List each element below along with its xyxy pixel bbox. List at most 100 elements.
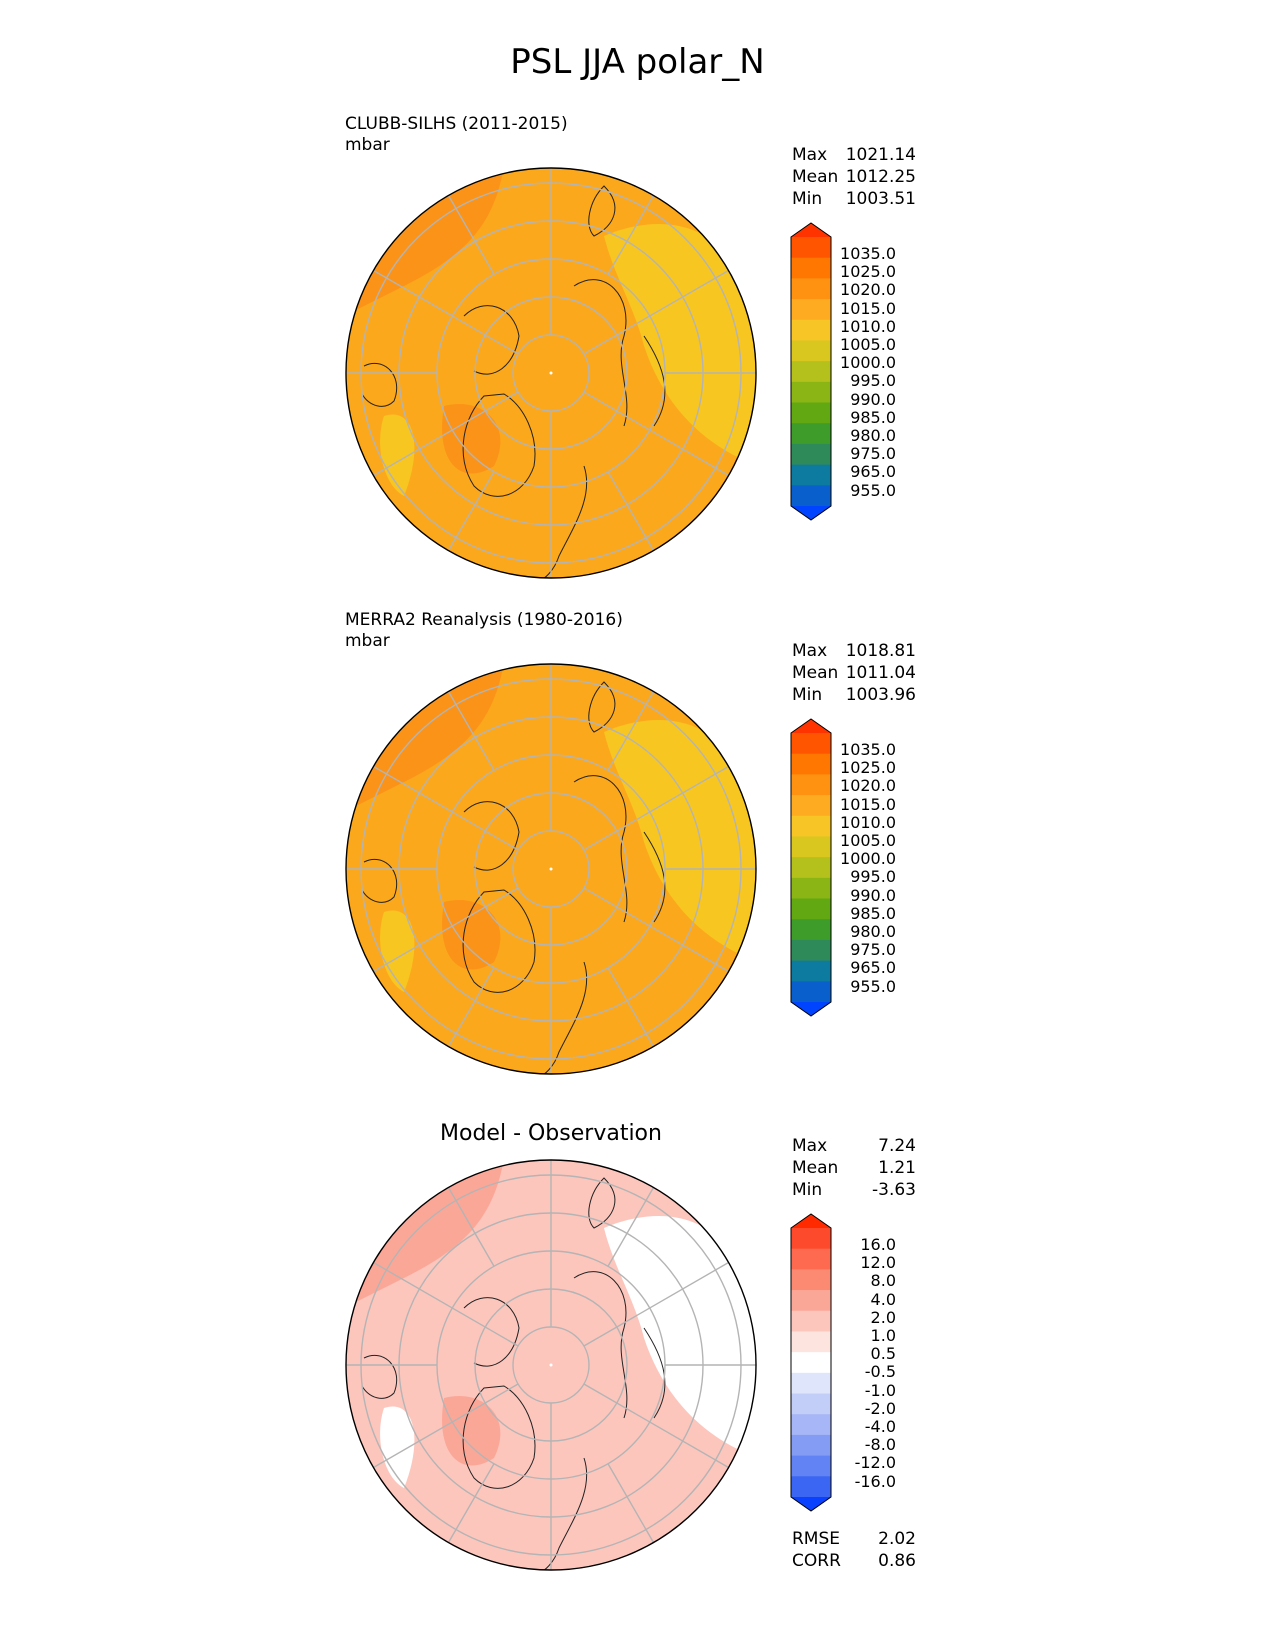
coastlines <box>361 1177 666 1570</box>
panel-title: Model - Observation <box>440 1121 662 1146</box>
colorbar-swatch <box>791 733 831 755</box>
colorbar-tick-label: -8.0 <box>864 1435 896 1455</box>
colorbar-tick-label: 1005.0 <box>840 335 896 354</box>
graticule <box>346 664 756 1074</box>
colorbar-tick-label: 1015.0 <box>840 794 896 814</box>
colorbar-swatch <box>791 299 831 321</box>
field-patch-high <box>442 900 501 970</box>
colorbar-swatch <box>791 774 831 796</box>
colorbar-tick-label: 1025.0 <box>840 758 896 778</box>
colorbar-tick-label: 8.0 <box>870 1271 896 1291</box>
rmse-corr-box: RMSE 2.02 CORR 0.86 <box>792 1528 916 1572</box>
stat-mean-label: Mean <box>792 663 839 683</box>
polar-map-difference <box>345 1159 757 1571</box>
colorbar-swatch <box>791 857 831 879</box>
rmse-value: 2.02 <box>878 1529 916 1549</box>
colorbar-swatch <box>791 443 831 466</box>
stat-min-label: Min <box>792 685 823 705</box>
colorbar-tick-label: -12.0 <box>854 1453 896 1473</box>
colorbar-swatch <box>791 877 831 900</box>
colorbar-tick-label: 0.5 <box>870 1344 896 1364</box>
colorbar-tick-label: 1010.0 <box>840 812 896 832</box>
stat-mean-value: 1012.25 <box>845 167 916 187</box>
colorbar-tick-label: 990.0 <box>850 389 896 409</box>
north-pole-marker <box>549 371 553 375</box>
stats-box: Max 7.24 Mean 1.21 Min -3.63 <box>792 1135 916 1201</box>
colorbar-swatch <box>791 815 831 838</box>
colorbar-tick-label: 1035.0 <box>840 740 896 759</box>
colorbar-swatch <box>791 1352 831 1374</box>
colorbar-swatch <box>791 381 831 404</box>
colorbar-test <box>790 222 832 521</box>
panel-title: MERRA2 Reanalysis (1980-2016) <box>345 610 623 630</box>
stat-max-label: Max <box>792 641 828 661</box>
panel-units: mbar <box>345 135 390 155</box>
colorbar-swatch <box>791 1476 831 1498</box>
north-pole-marker <box>549 1363 553 1367</box>
colorbar-swatch <box>791 1455 831 1477</box>
colorbar-swatch <box>791 1269 831 1291</box>
colorbar-swatch <box>791 237 831 259</box>
colorbar-swatch <box>791 919 831 941</box>
colorbar-swatch <box>791 1434 831 1457</box>
colorbar-tick-label: 1.0 <box>870 1326 896 1345</box>
field-patch-low <box>380 1406 415 1488</box>
colorbar-tick-label: 1015.0 <box>840 298 896 318</box>
stat-mean-value: 1.21 <box>878 1158 916 1178</box>
colorbar-swatch <box>791 464 831 486</box>
stat-max-label: Max <box>792 145 828 165</box>
colorbar-tick-label: 965.0 <box>850 462 896 482</box>
coastlines <box>361 681 666 1074</box>
colorbar-tick-label: 955.0 <box>850 480 896 500</box>
stat-max-label: Max <box>792 1136 828 1156</box>
colorbar-swatch <box>791 506 831 520</box>
colorbar-tick-label: 995.0 <box>850 371 896 391</box>
colorbar-tick-label: 985.0 <box>850 903 896 923</box>
stats-box: Max 1018.81 Mean 1011.04 Min 1003.96 <box>792 640 916 706</box>
field-patch-high <box>442 404 501 474</box>
colorbar-swatch <box>791 402 831 424</box>
colorbar-outline <box>790 222 832 521</box>
graticule <box>346 1160 756 1570</box>
colorbar-swatch <box>791 1393 831 1415</box>
colorbar-reference <box>790 718 832 1017</box>
corr-label: CORR <box>792 1551 841 1571</box>
figure-title: PSL JJA polar_N <box>510 42 765 82</box>
colorbar-tick-label: 980.0 <box>850 426 896 445</box>
colorbar-swatch <box>791 257 831 279</box>
colorbar-swatch <box>791 1310 831 1333</box>
stat-min-value: 1003.96 <box>845 685 916 705</box>
colorbar-difference <box>790 1213 832 1512</box>
stat-min-label: Min <box>792 189 823 209</box>
colorbar-swatch <box>791 1248 831 1270</box>
stat-max-value: 1018.81 <box>845 641 916 661</box>
colorbar-tick-label: -4.0 <box>864 1417 896 1436</box>
colorbar-tick-label: 955.0 <box>850 976 896 996</box>
colorbar-swatch <box>791 1290 831 1312</box>
stat-mean-label: Mean <box>792 167 839 187</box>
polar-map-test <box>345 167 757 579</box>
colorbar-tick-label: 975.0 <box>850 940 896 960</box>
map-boundary <box>345 1159 757 1571</box>
corr-value: 0.86 <box>878 1551 916 1571</box>
colorbar-tick-label: 1000.0 <box>840 353 896 373</box>
colorbar-swatch <box>791 981 831 1003</box>
colorbar-tick-label: -2.0 <box>864 1398 896 1418</box>
colorbar-tick-label: 965.0 <box>850 958 896 978</box>
stat-min-value: -3.63 <box>872 1180 916 1200</box>
north-pole-marker <box>549 867 553 871</box>
colorbar-tick-label: 1005.0 <box>840 831 896 850</box>
colorbar-tick-label: 995.0 <box>850 867 896 887</box>
colorbar-tick-label: 12.0 <box>860 1253 896 1273</box>
panel-title: CLUBB-SILHS (2011-2015) <box>345 114 568 134</box>
colorbar-tick-label: 975.0 <box>850 444 896 464</box>
colorbar-tick-label: 1035.0 <box>840 244 896 263</box>
colorbar-swatch <box>791 1228 831 1250</box>
colorbar-swatch <box>791 795 831 817</box>
stat-max-value: 1021.14 <box>845 145 916 165</box>
stat-mean-label: Mean <box>792 1158 839 1178</box>
stat-mean-value: 1011.04 <box>845 663 916 683</box>
colorbar-tick-label: -0.5 <box>864 1362 896 1382</box>
colorbar-swatch <box>791 361 831 383</box>
panel-units: mbar <box>345 631 390 651</box>
